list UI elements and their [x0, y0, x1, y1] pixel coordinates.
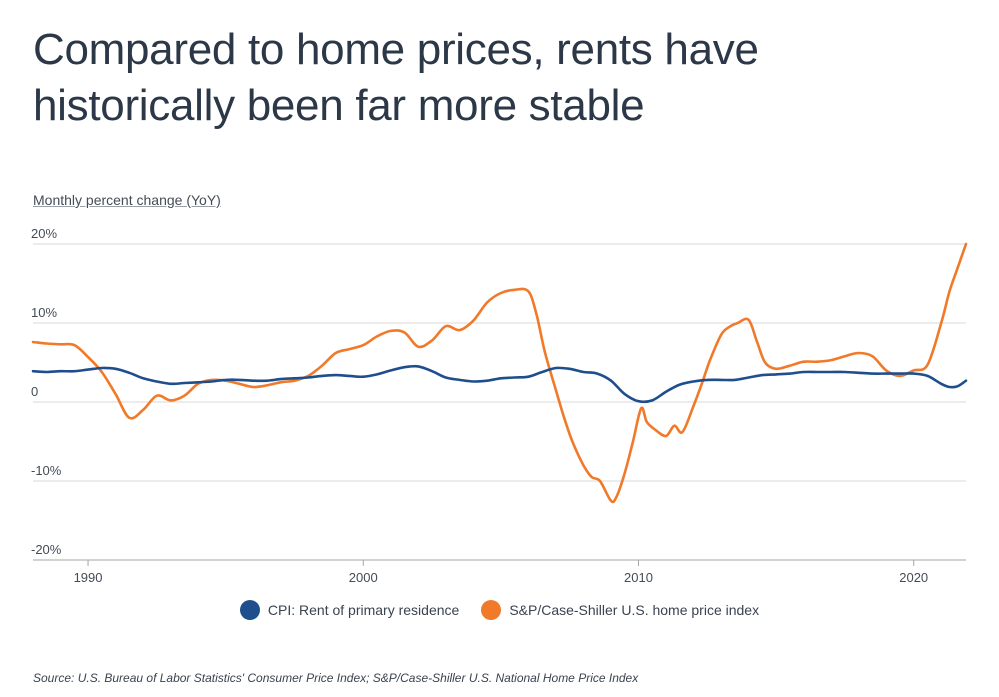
x-tick-label: 2000 — [349, 570, 378, 585]
legend-item-home-price: S&P/Case-Shiller U.S. home price index — [481, 600, 759, 620]
legend-label-rent: CPI: Rent of primary residence — [267, 602, 460, 618]
tick-layer: 20% 10% 0 -10% -20% 1990 2000 2010 2020 — [31, 226, 928, 585]
y-tick-label: 10% — [31, 305, 57, 320]
legend-label-home-price: S&P/Case-Shiller U.S. home price index — [509, 602, 760, 618]
x-tick-label: 2020 — [899, 570, 928, 585]
legend: CPI: Rent of primary residence S&P/Case-… — [0, 600, 999, 620]
x-tick-label: 2010 — [624, 570, 653, 585]
series-line-home-price — [31, 242, 968, 504]
x-tick-label: 1990 — [74, 570, 103, 585]
legend-item-rent: CPI: Rent of primary residence — [239, 600, 460, 620]
series-layer — [31, 242, 968, 504]
series-line-rent — [31, 364, 968, 404]
y-tick-label: 20% — [31, 226, 57, 241]
legend-marker-home-price — [481, 600, 502, 620]
y-tick-label: 0 — [31, 384, 38, 399]
grid-layer — [33, 243, 966, 561]
y-axis-label: Monthly percent change (YoY) — [33, 192, 221, 208]
y-tick-label: -20% — [31, 542, 62, 557]
chart-title: Compared to home prices, rents have hist… — [33, 25, 759, 130]
source-note: Source: U.S. Bureau of Labor Statistics'… — [33, 671, 639, 685]
y-tick-label: -10% — [31, 463, 62, 478]
legend-marker-rent — [239, 600, 260, 620]
